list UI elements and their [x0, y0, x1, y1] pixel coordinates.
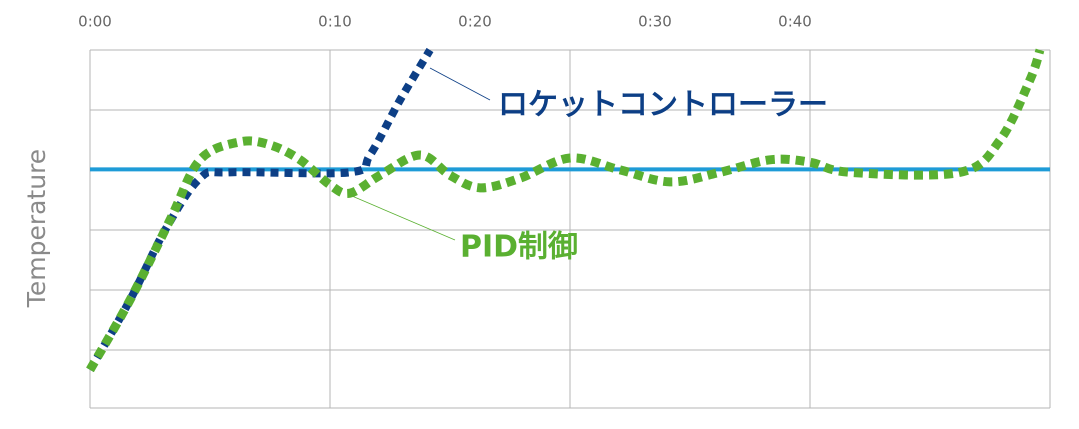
- series-annotation: PID制御: [460, 230, 578, 265]
- series-line: [86, 48, 1045, 373]
- series-annotation: ロケットコントローラー: [498, 88, 828, 123]
- leader-line: [351, 195, 456, 241]
- x-tick-label: 0:00: [78, 13, 112, 31]
- x-tick-label: 0:30: [638, 13, 672, 31]
- x-tick-label: 0:20: [458, 13, 492, 31]
- series-line: [86, 47, 434, 372]
- leader-line: [429, 67, 491, 101]
- x-tick-label: 0:10: [318, 13, 352, 31]
- y-axis-label: Temperature: [22, 149, 51, 308]
- x-tick-label: 0:40: [778, 13, 812, 31]
